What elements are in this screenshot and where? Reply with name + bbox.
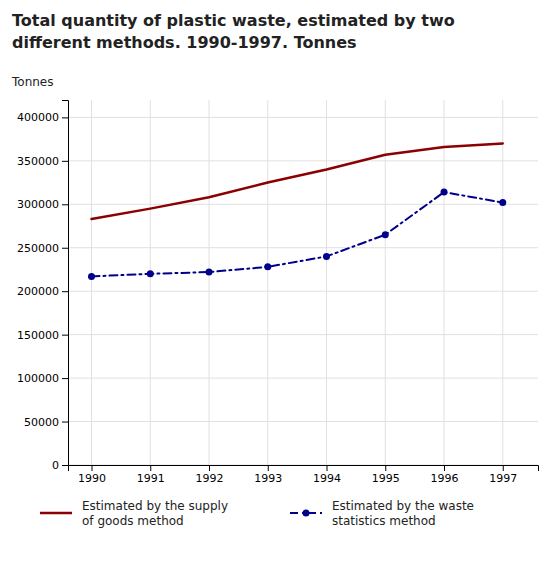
tick-mark: [503, 465, 504, 471]
marker: [323, 253, 330, 260]
tick-mark: [62, 378, 68, 379]
grid-line: [68, 291, 538, 292]
tick: 350000: [17, 155, 68, 168]
tick-mark: [268, 465, 269, 471]
tick-mark: [327, 465, 328, 471]
tick-mark: [92, 465, 93, 471]
legend-swatch: [40, 512, 72, 515]
tick-mark: [444, 465, 445, 471]
title: Total quantity of plastic waste, estimat…: [12, 11, 455, 30]
marker: [264, 263, 271, 270]
tick-mark: [62, 291, 68, 292]
y-axis: 0 50000 100000 150000 200000 250000 300000 3500…: [17, 101, 69, 473]
grid-line: [150, 100, 151, 465]
grid: [68, 100, 538, 465]
tick: 1997: [489, 465, 517, 485]
tick: 1990: [78, 465, 106, 485]
tick: 1992: [196, 465, 224, 485]
grid-line: [68, 117, 538, 118]
line: [92, 192, 503, 276]
tick-label: 250000: [17, 242, 59, 255]
tick-mark: [385, 465, 386, 471]
tick-mark: [62, 248, 68, 249]
marker: [206, 269, 213, 276]
grid-line: [444, 100, 445, 465]
tick-label: 350000: [17, 155, 59, 168]
tick-mark: [209, 465, 210, 471]
tick-label: 1993: [254, 472, 282, 485]
tick-mark: [62, 465, 68, 466]
marker: [441, 189, 448, 196]
marker: [499, 199, 506, 206]
plot: 1990 1991 1992 1993 1994 1995 1996 1997 0 50000 10…: [17, 100, 539, 485]
axis-line: [69, 466, 539, 472]
tick-label: 300000: [17, 198, 59, 211]
grid-line: [68, 378, 538, 379]
tick-label: 1994: [313, 472, 341, 485]
tick: 1994: [313, 465, 341, 485]
tick-label: 1996: [431, 472, 459, 485]
legend-item: Estimated by the wastestatistics method: [290, 499, 474, 528]
legend-label: Estimated by the supplyof goods method: [82, 499, 228, 528]
legend-item: Estimated by the supplyof goods method: [40, 499, 228, 528]
tick: 0: [52, 459, 68, 472]
grid-line: [68, 421, 538, 422]
legend-label: Estimated by the wastestatistics method: [332, 499, 474, 528]
tick-label: 1992: [196, 472, 224, 485]
tick: 200000: [17, 285, 68, 298]
grid-line: [326, 100, 327, 465]
y-axis-label: Tonnes: [11, 75, 53, 89]
tick-label: 1991: [137, 472, 165, 485]
grid-line: [91, 100, 92, 465]
grid-line: [68, 160, 538, 161]
grid-line: [267, 100, 268, 465]
tick-label: 1997: [489, 472, 517, 485]
tick: 1995: [372, 465, 400, 485]
axis-line: [62, 101, 69, 466]
tick: 100000: [17, 372, 68, 385]
x-axis: 1990 1991 1992 1993 1994 1995 1996 1997: [69, 465, 539, 485]
tick: 50000: [24, 416, 68, 429]
tick: 400000: [17, 111, 68, 124]
tick-label: 150000: [17, 329, 59, 342]
title: different methods. 1990-1997. Tonnes: [12, 33, 357, 52]
marker: [147, 270, 154, 277]
tick-mark: [62, 161, 68, 162]
tick-label: 1990: [78, 472, 106, 485]
tick-mark: [62, 117, 68, 118]
tick: 1993: [254, 465, 282, 485]
tick-mark: [150, 465, 151, 471]
tick: 250000: [17, 242, 68, 255]
tick-mark: [62, 204, 68, 205]
marks: [88, 143, 506, 279]
tick-mark: [62, 422, 68, 423]
tick-label: 400000: [17, 111, 59, 124]
marker: [88, 273, 95, 280]
tick: 1991: [137, 465, 165, 485]
tick: 1996: [431, 465, 459, 485]
grid-line: [209, 100, 210, 465]
tick-mark: [62, 335, 68, 336]
tick-label: 100000: [17, 372, 59, 385]
tick: 300000: [17, 198, 68, 211]
grid-line: [502, 100, 503, 465]
grid-line: [68, 334, 538, 335]
legend: Estimated by the supplyof goods method Es…: [40, 499, 474, 528]
line: [92, 143, 503, 219]
chart: Total quantity of plastic waste, estimat…: [0, 0, 560, 585]
grid-line: [68, 204, 538, 205]
tick-label: 50000: [24, 416, 59, 429]
marker: [382, 231, 389, 238]
tick-label: 200000: [17, 285, 59, 298]
tick-label: 0: [52, 459, 59, 472]
legend-marker: [303, 510, 310, 517]
tick-label: 1995: [372, 472, 400, 485]
tick: 150000: [17, 329, 68, 342]
grid-line: [68, 247, 538, 248]
